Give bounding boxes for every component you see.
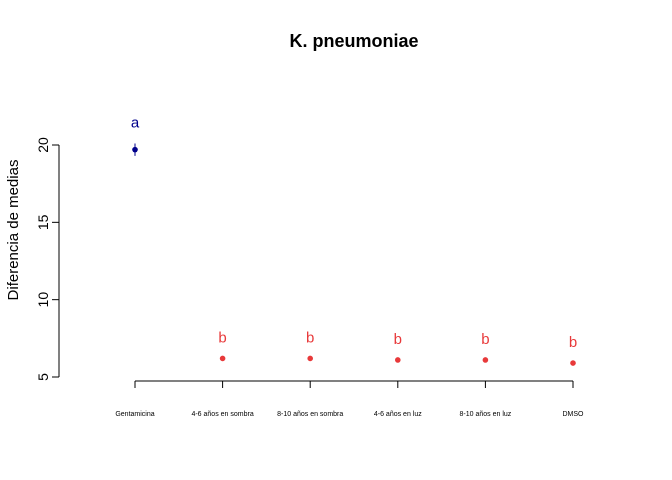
- data-point: [219, 355, 226, 362]
- data-point: [132, 146, 138, 153]
- data-point: [570, 360, 576, 366]
- data-point: [307, 355, 314, 362]
- group-letter: b: [306, 329, 314, 346]
- data-point: [395, 357, 401, 363]
- group-letter: b: [481, 331, 489, 348]
- y-tick-label: 5: [35, 373, 51, 381]
- y-axis: 5 10 15 20: [35, 137, 60, 381]
- group-letter: b: [394, 331, 402, 348]
- x-tick-label: 8-10 años en sombra: [277, 411, 343, 418]
- y-tick-label: 20: [35, 137, 51, 153]
- x-tick-label: 4-6 años en luz: [374, 411, 422, 418]
- data-points: a b b b b b: [131, 114, 577, 366]
- y-axis-label: Diferencia de medias: [5, 160, 22, 301]
- group-letter: a: [131, 114, 140, 131]
- y-tick-label: 10: [35, 292, 51, 308]
- chart-title: K. pneumoniae: [289, 31, 418, 51]
- data-point: [482, 357, 489, 363]
- x-tick-label: 4-6 años en sombra: [191, 411, 253, 418]
- x-axis: Gentamicina 4-6 años en sombra 8-10 años e…: [115, 380, 585, 418]
- group-letter: b: [569, 334, 577, 351]
- y-tick-label: 15: [35, 214, 51, 230]
- x-tick-label: Gentamicina: [115, 411, 154, 418]
- x-tick-label: 8-10 años en luz: [460, 411, 512, 418]
- group-letter: b: [218, 329, 226, 346]
- x-tick-label: DMSO: [563, 411, 585, 418]
